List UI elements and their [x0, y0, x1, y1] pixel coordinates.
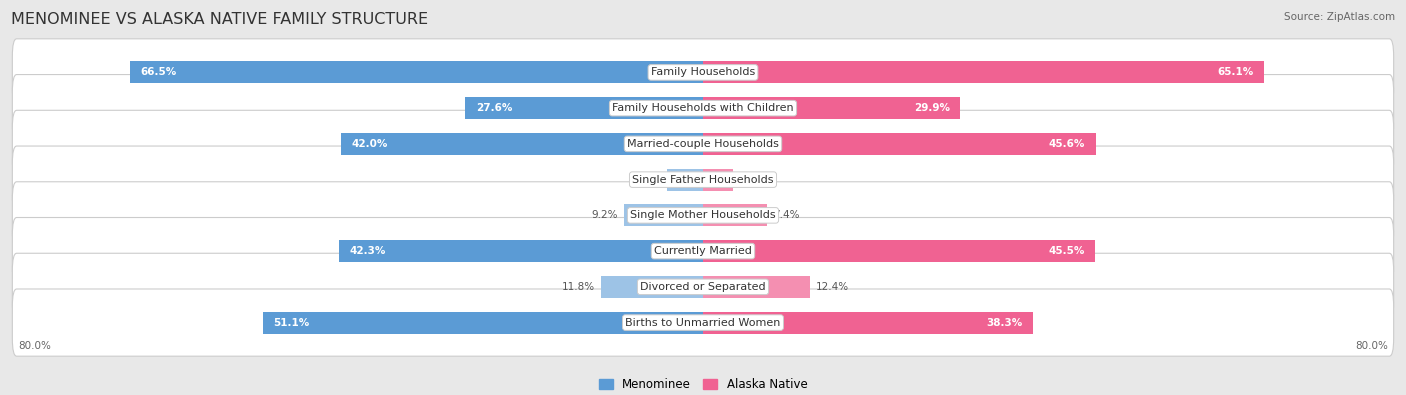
- Text: 12.4%: 12.4%: [815, 282, 849, 292]
- Text: 42.3%: 42.3%: [349, 246, 385, 256]
- Bar: [263, 312, 703, 334]
- Text: Family Households with Children: Family Households with Children: [612, 103, 794, 113]
- Bar: [703, 312, 1033, 334]
- Bar: [131, 61, 703, 83]
- Bar: [703, 97, 960, 119]
- FancyBboxPatch shape: [13, 253, 1393, 320]
- FancyBboxPatch shape: [13, 289, 1393, 356]
- Legend: Menominee, Alaska Native: Menominee, Alaska Native: [593, 373, 813, 395]
- FancyBboxPatch shape: [13, 39, 1393, 106]
- Bar: [703, 204, 766, 226]
- Text: 42.0%: 42.0%: [352, 139, 388, 149]
- Bar: [703, 61, 1264, 83]
- Bar: [703, 276, 810, 298]
- Text: 45.5%: 45.5%: [1047, 246, 1084, 256]
- Text: Currently Married: Currently Married: [654, 246, 752, 256]
- Text: 11.8%: 11.8%: [562, 282, 595, 292]
- Text: 38.3%: 38.3%: [986, 318, 1022, 327]
- Text: 45.6%: 45.6%: [1049, 139, 1085, 149]
- Bar: [703, 133, 1095, 155]
- Text: 80.0%: 80.0%: [1355, 341, 1388, 351]
- Text: Family Households: Family Households: [651, 68, 755, 77]
- Text: MENOMINEE VS ALASKA NATIVE FAMILY STRUCTURE: MENOMINEE VS ALASKA NATIVE FAMILY STRUCT…: [11, 12, 429, 27]
- Text: Single Father Households: Single Father Households: [633, 175, 773, 184]
- Text: 4.2%: 4.2%: [634, 175, 661, 184]
- FancyBboxPatch shape: [13, 182, 1393, 249]
- FancyBboxPatch shape: [13, 110, 1393, 177]
- FancyBboxPatch shape: [13, 218, 1393, 285]
- Bar: [342, 133, 703, 155]
- Text: 3.5%: 3.5%: [740, 175, 766, 184]
- Bar: [624, 204, 703, 226]
- Bar: [465, 97, 703, 119]
- Bar: [602, 276, 703, 298]
- Text: 29.9%: 29.9%: [914, 103, 950, 113]
- Bar: [666, 169, 703, 191]
- Text: 80.0%: 80.0%: [18, 341, 51, 351]
- Text: 7.4%: 7.4%: [773, 211, 799, 220]
- Text: 66.5%: 66.5%: [141, 68, 177, 77]
- Text: 65.1%: 65.1%: [1218, 68, 1253, 77]
- Bar: [339, 240, 703, 262]
- Text: Source: ZipAtlas.com: Source: ZipAtlas.com: [1284, 12, 1395, 22]
- Text: 51.1%: 51.1%: [273, 318, 309, 327]
- Bar: [703, 240, 1095, 262]
- Text: Divorced or Separated: Divorced or Separated: [640, 282, 766, 292]
- Text: 9.2%: 9.2%: [592, 211, 617, 220]
- Text: Births to Unmarried Women: Births to Unmarried Women: [626, 318, 780, 327]
- FancyBboxPatch shape: [13, 75, 1393, 142]
- Text: 27.6%: 27.6%: [475, 103, 512, 113]
- Text: Married-couple Households: Married-couple Households: [627, 139, 779, 149]
- FancyBboxPatch shape: [13, 146, 1393, 213]
- Text: Single Mother Households: Single Mother Households: [630, 211, 776, 220]
- Bar: [703, 169, 733, 191]
